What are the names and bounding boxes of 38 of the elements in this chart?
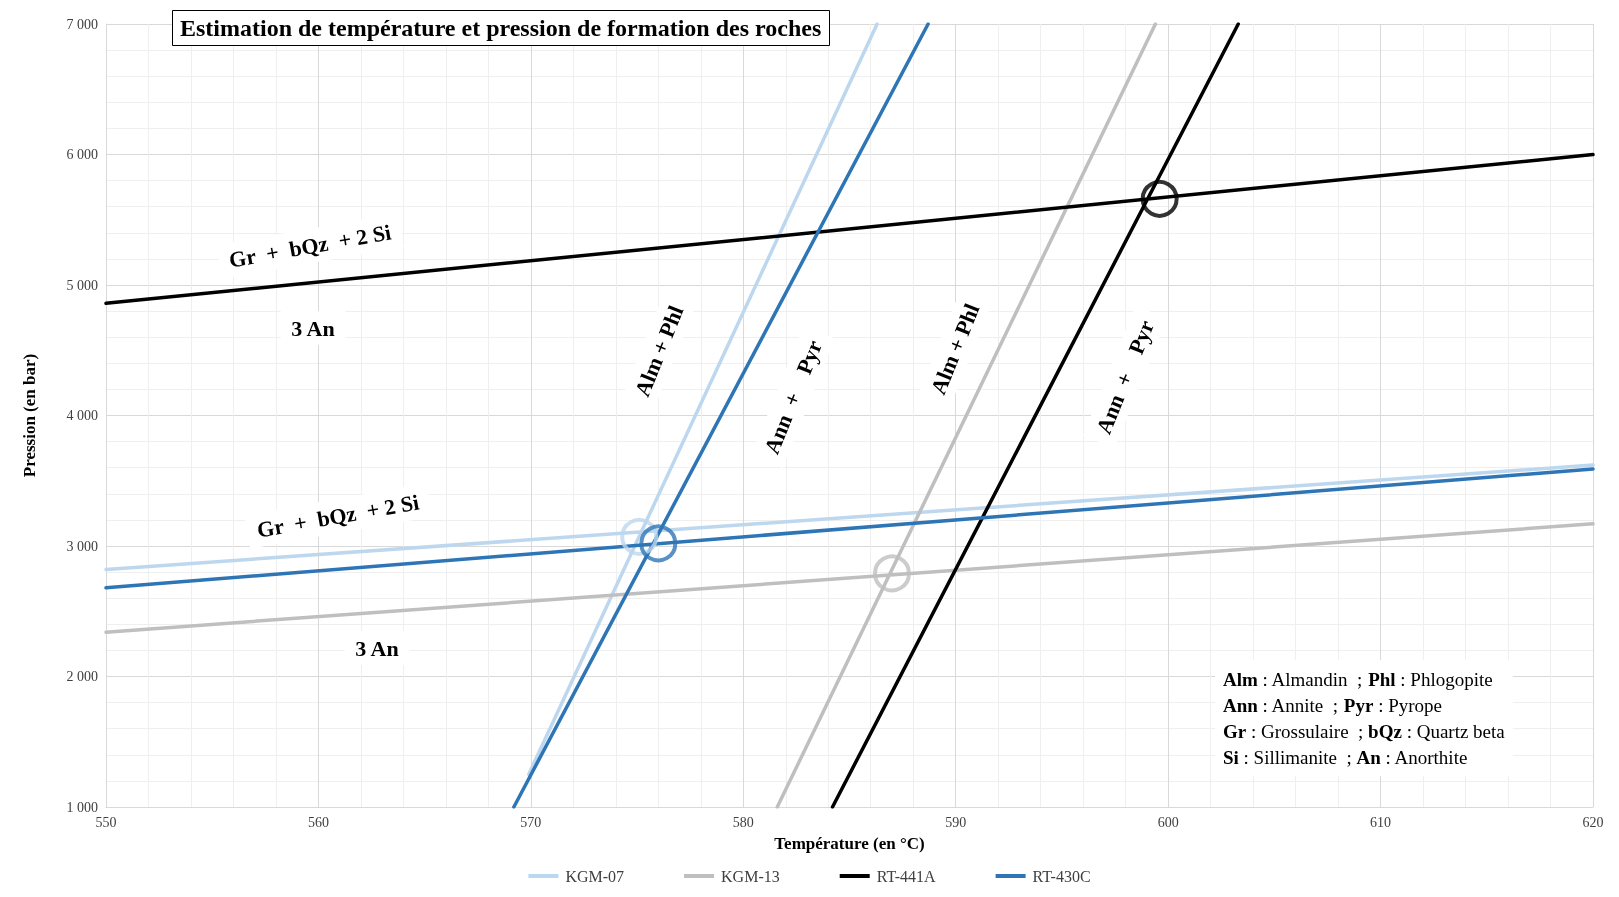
legend-label: KGM-07 <box>565 867 625 885</box>
annotation: Alm + Phl <box>629 302 689 400</box>
y-tick-label: 2 000 <box>66 669 98 684</box>
point <box>1140 179 1179 218</box>
legend-label: KGM-13 <box>721 867 780 885</box>
y-tick-label: 1 000 <box>66 799 98 815</box>
x-tick-label: 570 <box>520 814 542 830</box>
x-tick-label: 580 <box>732 814 754 830</box>
annotation: 3 An <box>355 635 399 661</box>
x-tick-label: 610 <box>1370 814 1392 830</box>
point <box>639 524 678 563</box>
y-tick-label: 7 000 <box>66 16 98 32</box>
y-tick-label: 5 000 <box>66 277 98 293</box>
annotation: Alm : Almandin ; Phl : Phlogopite <box>1223 668 1493 690</box>
annotation: Ann + Pyr <box>758 336 828 458</box>
annotation: Ann + Pyr <box>1090 316 1160 438</box>
x-tick-label: 590 <box>945 814 967 830</box>
annotation: Si : Sillimanite ; An : Anorthite <box>1223 746 1468 768</box>
x-tick-label: 550 <box>95 814 117 830</box>
y-axis-title: Pression (en bar) <box>20 353 39 478</box>
y-tick-label: 3 000 <box>66 538 98 554</box>
annotation: Alm + Phl <box>925 300 985 398</box>
x-axis-title: Température (en °C) <box>774 834 925 853</box>
annotation: Gr : Grossulaire ; bQz : Quartz beta <box>1223 720 1506 742</box>
legend-label: RT-441A <box>876 867 937 885</box>
legend-label: RT-430C <box>1032 867 1091 885</box>
annotation: Ann : Annite ; Pyr : Pyrope <box>1223 694 1443 716</box>
annotation: Gr + bQz + 2 Si <box>227 219 393 273</box>
x-tick-label: 600 <box>1157 814 1179 830</box>
annotation: Gr + bQz + 2 Si <box>255 489 421 543</box>
point <box>620 517 659 556</box>
point <box>873 554 911 593</box>
chart-title: Estimation de température et pression de formation des roches <box>180 15 822 41</box>
y-tick-label: 6 000 <box>66 147 98 162</box>
annotation: 3 An <box>291 315 335 341</box>
x-tick-label: 620 <box>1582 814 1604 830</box>
x-tick-label: 560 <box>307 814 329 830</box>
y-tick-label: 4 000 <box>66 408 98 423</box>
